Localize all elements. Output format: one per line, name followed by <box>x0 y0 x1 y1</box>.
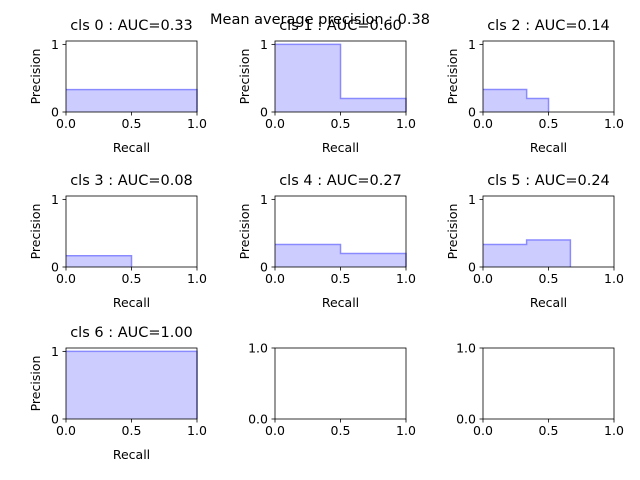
x-tick-label: 1.0 <box>187 116 207 131</box>
x-tick-label: 1.0 <box>396 116 416 131</box>
subplot-3: 0.0 0.5 1.0 0 1 cls 3 : AUC=0.08 Recall Precisi… <box>28 173 207 310</box>
y-axis-label: Precision <box>237 204 252 260</box>
y-tick-label: 1 <box>260 192 268 207</box>
x-tick-label: 1.0 <box>396 271 416 286</box>
subplot-title: cls 4 : AUC=0.27 <box>279 173 402 189</box>
y-tick-label: 1 <box>468 192 476 207</box>
y-tick-label: 1 <box>468 37 476 52</box>
pr-curve-fill <box>66 255 132 267</box>
y-axis-label: Precision <box>237 49 252 105</box>
y-tick-label: 0 <box>51 412 59 427</box>
x-tick-label: 0.5 <box>539 423 559 438</box>
x-tick-label: 1.0 <box>187 423 207 438</box>
y-tick-label: 1 <box>51 37 59 52</box>
pr-curve-line <box>483 239 572 267</box>
x-axis-label: Recall <box>530 140 567 155</box>
subplot-1: 0.0 0.5 1.0 0 1 cls 1 : AUC=0.60 Recall Precisi… <box>237 18 416 155</box>
x-tick-label: 0.5 <box>331 116 351 131</box>
figure-title: Mean average precision : 0.38 <box>210 12 430 28</box>
subplot-0: 0.0 0.5 1.0 0 1 cls 0 : AUC=0.33 Recall Precisi… <box>28 18 207 155</box>
pr-curve-fill <box>66 89 197 112</box>
subplot-title: cls 2 : AUC=0.14 <box>487 18 610 34</box>
y-axis-label: Precision <box>445 204 460 260</box>
subplot-title: cls 1 : AUC=0.60 <box>279 18 402 34</box>
x-tick-label: 0.5 <box>122 271 142 286</box>
x-tick-label: 0.0 <box>56 271 76 286</box>
x-axis-label: Recall <box>113 295 150 310</box>
y-axis-label: Precision <box>28 204 43 260</box>
pr-curve-line <box>66 254 133 267</box>
y-tick-label: 0.0 <box>456 412 476 427</box>
subplot-title: cls 3 : AUC=0.08 <box>70 173 193 189</box>
subplot-title: cls 6 : AUC=1.00 <box>70 325 193 341</box>
y-tick-label: 0.0 <box>248 412 268 427</box>
y-tick-label: 1 <box>51 192 59 207</box>
subplots: 0.0 0.5 1.0 0 1 cls 0 : AUC=0.33 Recall Precisi… <box>28 18 624 462</box>
y-axis-label: Precision <box>28 49 43 105</box>
x-tick-label: 0.5 <box>331 271 351 286</box>
y-axis-label: Precision <box>28 356 43 412</box>
y-tick-label: 0 <box>468 105 476 120</box>
x-tick-label: 0.0 <box>56 116 76 131</box>
subplot-title: cls 0 : AUC=0.33 <box>70 18 193 34</box>
y-tick-label: 1 <box>51 344 59 359</box>
x-axis-label: Recall <box>530 295 567 310</box>
y-tick-label: 0 <box>51 260 59 275</box>
y-tick-label: 1.0 <box>248 341 268 356</box>
subplot-6: 0.0 0.5 1.0 0 1 cls 6 : AUC=1.00 Recall Precisi… <box>28 325 207 462</box>
x-tick-label: 1.0 <box>187 271 207 286</box>
x-tick-label: 0.5 <box>539 116 559 131</box>
x-tick-label: 0.0 <box>265 423 285 438</box>
x-axis-label: Recall <box>322 140 359 155</box>
x-tick-label: 0.0 <box>473 271 493 286</box>
subplot-2: 0.0 0.5 1.0 0 1 cls 2 : AUC=0.14 Recall Precisi… <box>445 18 624 155</box>
x-tick-label: 1.0 <box>604 116 624 131</box>
x-tick-label: 0.0 <box>265 271 285 286</box>
x-tick-label: 0.5 <box>122 423 142 438</box>
y-tick-label: 0 <box>468 260 476 275</box>
subplot-4: 0.0 0.5 1.0 0 1 cls 4 : AUC=0.27 Recall Precisi… <box>237 173 416 310</box>
pr-curve-fill <box>275 244 406 267</box>
x-tick-label: 0.0 <box>56 423 76 438</box>
x-axis-label: Recall <box>322 295 359 310</box>
x-tick-label: 0.5 <box>331 423 351 438</box>
x-tick-label: 1.0 <box>396 423 416 438</box>
x-tick-label: 0.5 <box>122 116 142 131</box>
pr-curve-fill <box>483 89 549 112</box>
x-tick-label: 1.0 <box>604 423 624 438</box>
subplot-7: 0.0 0.5 1.0 0.0 1.0 <box>248 341 416 439</box>
subplot-title: cls 5 : AUC=0.24 <box>487 173 610 189</box>
x-tick-label: 1.0 <box>604 271 624 286</box>
pr-curve-fill <box>66 351 197 419</box>
y-axis-label: Precision <box>445 49 460 105</box>
pr-curve-fill <box>483 239 571 267</box>
x-tick-label: 0.0 <box>265 116 285 131</box>
y-tick-label: 0 <box>260 260 268 275</box>
y-tick-label: 0 <box>260 105 268 120</box>
x-axis-label: Recall <box>113 140 150 155</box>
y-tick-label: 1.0 <box>456 341 476 356</box>
x-axis-label: Recall <box>113 447 150 462</box>
y-tick-label: 0 <box>51 105 59 120</box>
x-tick-label: 0.0 <box>473 423 493 438</box>
subplot-5: 0.0 0.5 1.0 0 1 cls 5 : AUC=0.24 Recall Precisi… <box>445 173 624 310</box>
pr-curve-line <box>483 88 550 112</box>
y-tick-label: 1 <box>260 37 268 52</box>
x-tick-label: 0.0 <box>473 116 493 131</box>
x-tick-label: 0.5 <box>539 271 559 286</box>
subplot-8: 0.0 0.5 1.0 0.0 1.0 <box>456 341 624 439</box>
